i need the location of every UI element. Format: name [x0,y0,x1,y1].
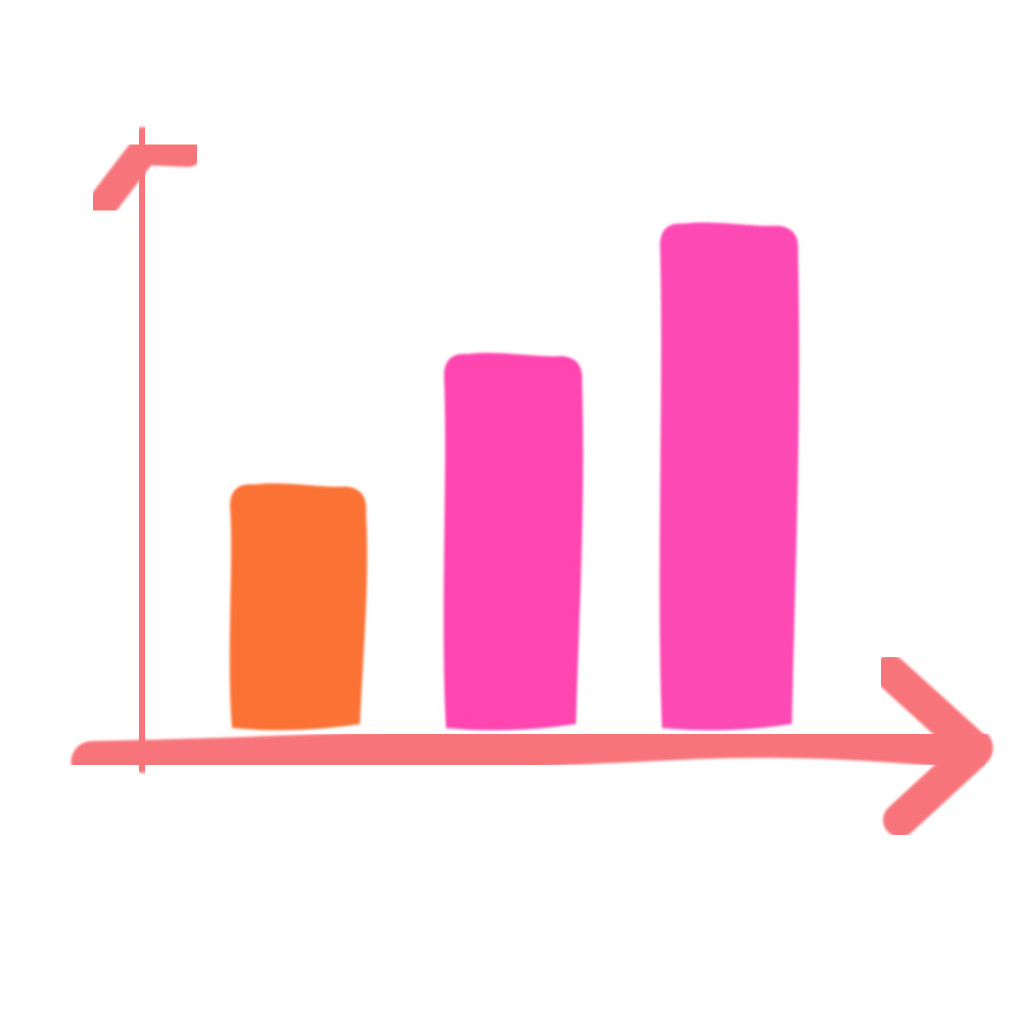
y-axis-arrow [116,127,168,773]
y-axis-arrowhead [87,135,203,220]
bars-layer [229,222,800,731]
bar-1 [229,483,368,731]
bar-2 [443,352,584,731]
x-axis-arrowhead [873,655,993,837]
bar-3 [659,222,800,731]
x-axis-arrow [71,715,993,783]
axes-layer [71,127,993,837]
